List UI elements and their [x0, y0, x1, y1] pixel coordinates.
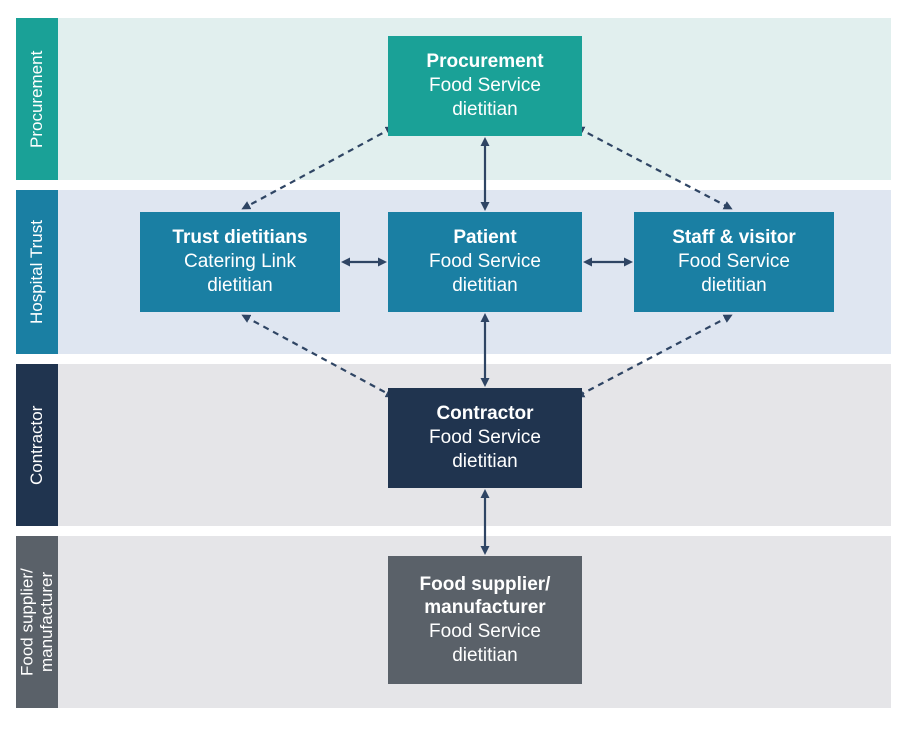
node-procurement-title: Procurement	[426, 50, 543, 74]
node-procurement-sub: Food Service dietitian	[429, 74, 541, 122]
tab-contractor-label: Contractor	[27, 405, 47, 484]
tab-contractor: Contractor	[16, 364, 58, 526]
tab-procurement-label: Procurement	[27, 50, 47, 147]
node-contractor-title: Contractor	[436, 402, 533, 426]
node-staff-sub: Food Service dietitian	[678, 250, 790, 298]
tab-supplier: Food supplier/ manufacturer	[16, 536, 58, 708]
node-procurement: Procurement Food Service dietitian	[388, 36, 582, 136]
node-contractor-sub: Food Service dietitian	[429, 426, 541, 474]
node-staff: Staff & visitor Food Service dietitian	[634, 212, 834, 312]
node-contractor: Contractor Food Service dietitian	[388, 388, 582, 488]
node-supplier-sub: Food Service dietitian	[429, 620, 541, 668]
node-trust-title: Trust dietitians	[172, 226, 307, 250]
node-supplier: Food supplier/ manufacturer Food Service…	[388, 556, 582, 684]
node-patient-sub: Food Service dietitian	[429, 250, 541, 298]
node-trust-sub: Catering Link dietitian	[184, 250, 296, 298]
node-patient: Patient Food Service dietitian	[388, 212, 582, 312]
node-patient-title: Patient	[453, 226, 516, 250]
tab-procurement: Procurement	[16, 18, 58, 180]
diagram-root: Procurement Hospital Trust Contractor Fo…	[0, 0, 909, 734]
tab-supplier-label: Food supplier/ manufacturer	[17, 568, 56, 676]
node-staff-title: Staff & visitor	[672, 226, 796, 250]
tab-hospital-label: Hospital Trust	[27, 220, 47, 324]
tab-hospital: Hospital Trust	[16, 190, 58, 354]
node-trust: Trust dietitians Catering Link dietitian	[140, 212, 340, 312]
node-supplier-title: Food supplier/ manufacturer	[420, 573, 551, 621]
